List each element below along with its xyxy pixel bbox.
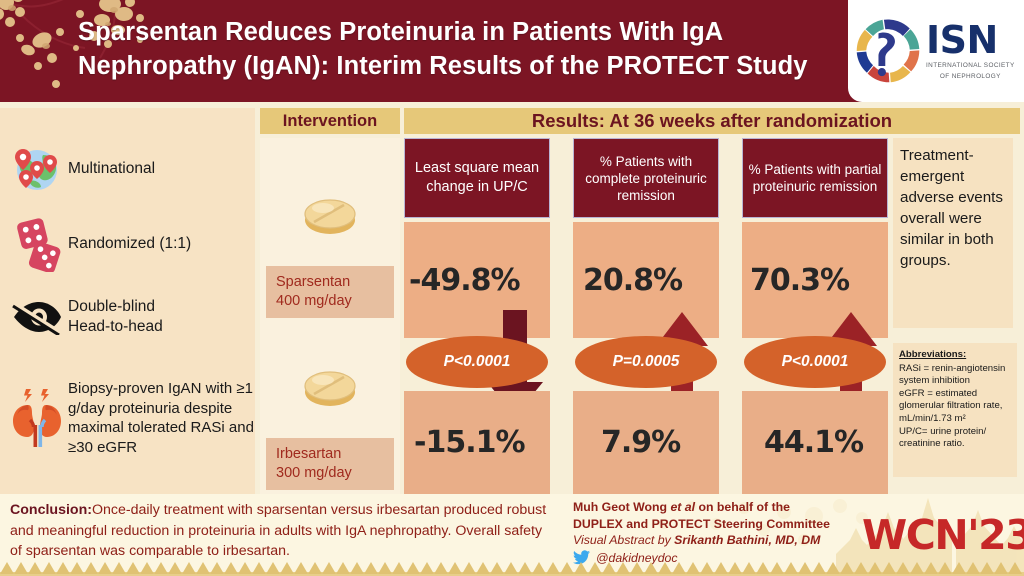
result-value: 70.3% (750, 262, 850, 298)
isn-tagline-line2: OF NEPHROLOGY (939, 73, 1001, 80)
wcn-event-logo: WCN'23 (862, 511, 1024, 559)
poster-header: Sparsentan Reduces Proteinuria in Patien… (0, 0, 1024, 102)
drug-name: Irbesartan (276, 446, 342, 462)
result-sparsentan-cell: 20.8% (573, 222, 719, 416)
method-label: Double-blind Head-to-head (68, 298, 163, 335)
p-value-badge: P<0.0001 (744, 336, 886, 388)
isn-wordmark: ISN (926, 18, 998, 62)
isn-tagline-line1: INTERNATIONAL SOCIETY (926, 62, 1015, 69)
intervention-panel: Sparsentan 400 mg/day Irbesartan 300 mg/… (260, 138, 400, 494)
eye-slash-icon (6, 299, 68, 335)
isn-globe-mark-icon (856, 19, 920, 83)
author-names: Muh Geot Wong (573, 500, 671, 514)
method-item-double-blind: Double-blind Head-to-head (6, 288, 254, 346)
visual-abstract-prefix: Visual Abstract by (573, 533, 675, 547)
result-value: 44.1% (764, 425, 864, 460)
result-column-header: % Patients with complete proteinuric rem… (573, 138, 719, 218)
result-column-complete-remission: % Patients with complete proteinuric rem… (573, 138, 719, 494)
result-irbesartan-cell: 7.9% (573, 391, 719, 494)
abbreviations-title: Abbreviations: (899, 349, 967, 360)
conclusion-label: Conclusion: (10, 502, 92, 518)
method-label: Multinational (68, 160, 156, 177)
globe-pins-icon (6, 143, 68, 195)
page-title: Sparsentan Reduces Proteinuria in Patien… (78, 18, 808, 80)
result-value: 7.9% (601, 425, 681, 460)
kidneys-icon (6, 387, 68, 449)
result-sparsentan-cell: -49.8% (404, 222, 550, 416)
result-column-partial-remission: % Patients with partial proteinuric remi… (742, 138, 888, 494)
p-value-badge: P<0.0001 (406, 336, 548, 388)
twitter-handle-row[interactable]: @dakidneydoc (573, 550, 678, 565)
conclusion-body: Once-daily treatment with sparsentan ver… (10, 502, 547, 559)
safety-summary: Treatment-emergent adverse events overal… (893, 138, 1013, 328)
floral-decoration (0, 0, 144, 88)
drug-dose: 300 mg/day (276, 465, 352, 481)
right-notes-panel: Treatment-emergent adverse events overal… (893, 138, 1020, 494)
result-sparsentan-cell: 70.3% (742, 222, 888, 416)
methods-panel: Multinational (0, 108, 255, 494)
abbreviations-box: Abbreviations: RASi = renin-angiotensin … (893, 343, 1017, 477)
twitter-bird-icon[interactable] (573, 550, 590, 565)
p-value-badge: P=0.0005 (575, 336, 717, 388)
author-behalf: on behalf of the (695, 500, 791, 514)
committee-name: DUPLEX and PROTECT Steering Committee (573, 516, 830, 531)
result-column-upc: Least square mean change in UP/C -49.8% … (404, 138, 550, 494)
method-item-biopsy-criteria: Biopsy-proven IgAN with ≥1 g/day protein… (6, 358, 254, 478)
result-irbesartan-cell: -15.1% (404, 391, 550, 494)
etal: et al (670, 500, 696, 514)
result-column-header: Least square mean change in UP/C (404, 138, 550, 218)
method-item-multinational: Multinational (6, 138, 254, 200)
result-value: -15.1% (414, 425, 526, 460)
result-value: -49.8% (409, 262, 521, 298)
twitter-handle[interactable]: @dakidneydoc (596, 550, 678, 565)
drug-name: Sparsentan (276, 274, 351, 290)
column-header-intervention: Intervention (260, 108, 400, 134)
method-label: Biopsy-proven IgAN with ≥1 g/day protein… (68, 380, 254, 456)
abbreviations-body: RASi = renin-angiotensin system inhibiti… (899, 362, 1006, 450)
zigzag-border-decoration (0, 562, 1024, 576)
isn-logo: ISN INTERNATIONAL SOCIETY OF NEPHROLOGY (848, 0, 1024, 102)
dice-icon (6, 216, 68, 272)
drug-label-sparsentan: Sparsentan 400 mg/day (266, 266, 394, 318)
results-panel: Least square mean change in UP/C -49.8% … (404, 138, 889, 494)
pill-icon-irbesartan (260, 366, 400, 410)
result-column-header: % Patients with partial proteinuric remi… (742, 138, 888, 218)
drug-dose: 400 mg/day (276, 293, 352, 309)
conclusion-text: Conclusion:Once-daily treatment with spa… (10, 500, 555, 562)
drug-label-irbesartan: Irbesartan 300 mg/day (266, 438, 394, 490)
method-label: Randomized (1:1) (68, 235, 192, 252)
method-item-randomized: Randomized (1:1) (6, 211, 254, 277)
poster-footer: Conclusion:Once-daily treatment with spa… (0, 494, 1024, 576)
result-irbesartan-cell: 44.1% (742, 391, 888, 494)
result-value: 20.8% (583, 262, 683, 298)
pill-icon-sparsentan (260, 194, 400, 238)
column-header-results: Results: At 36 weeks after randomization (404, 108, 1020, 134)
author-attribution: Muh Geot Wong et al on behalf of the DUP… (573, 499, 903, 549)
visual-abstract-author: Srikanth Bathini, MD, DM (674, 533, 821, 547)
